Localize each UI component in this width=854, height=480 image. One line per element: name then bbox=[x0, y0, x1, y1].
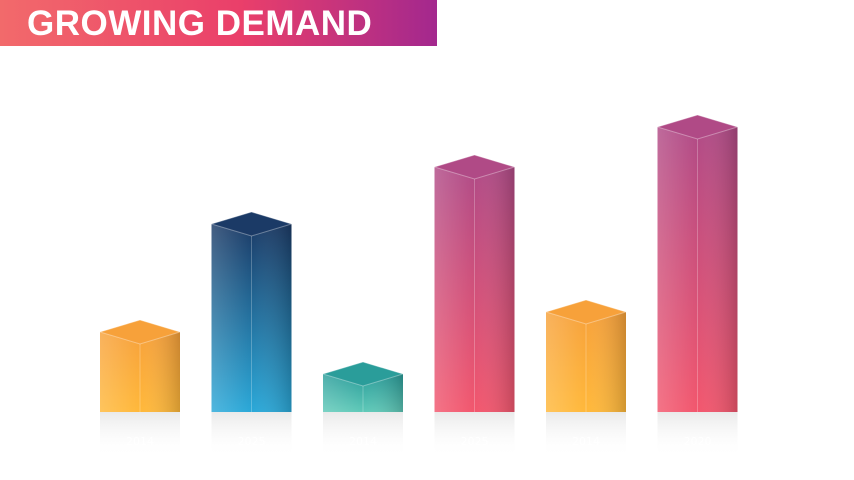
bar-reflection bbox=[211, 412, 292, 457]
x-tick-label: 2020 bbox=[684, 435, 712, 448]
bar-reflection bbox=[657, 412, 738, 457]
bar bbox=[544, 299, 628, 412]
x-tick-label: 2014 bbox=[126, 435, 154, 448]
bar-reflection bbox=[434, 412, 515, 457]
bar bbox=[655, 114, 740, 412]
bar-shadows bbox=[100, 412, 738, 457]
bar-shading bbox=[546, 312, 626, 412]
bar-shading bbox=[434, 167, 515, 412]
tick-labels-group: 2014 2025 2014 2025 2014 2020 bbox=[126, 435, 712, 448]
bar bbox=[209, 211, 294, 412]
bar bbox=[432, 154, 517, 412]
bar-top bbox=[655, 114, 740, 140]
bar-top bbox=[209, 211, 294, 237]
bar-reflection bbox=[546, 412, 626, 457]
bar-shading bbox=[100, 332, 180, 412]
bars-group bbox=[98, 114, 740, 412]
bar-shading bbox=[657, 127, 738, 412]
x-tick-label: 2014 bbox=[349, 435, 377, 448]
chart-title: GROWING DEMAND bbox=[27, 3, 373, 43]
x-tick-label: 2014 bbox=[572, 435, 600, 448]
bar-top bbox=[544, 299, 628, 325]
bar-reflection bbox=[323, 412, 403, 457]
bar-shading bbox=[211, 224, 292, 412]
x-tick-label: 2025 bbox=[461, 435, 489, 448]
title-banner: GROWING DEMAND bbox=[0, 0, 437, 46]
bar-top bbox=[98, 319, 182, 345]
bar bbox=[321, 361, 405, 412]
bar-reflection bbox=[100, 412, 180, 457]
x-tick-label: 2025 bbox=[238, 435, 266, 448]
bar-top bbox=[432, 154, 517, 180]
bar-top bbox=[321, 361, 405, 387]
bar bbox=[98, 319, 182, 412]
